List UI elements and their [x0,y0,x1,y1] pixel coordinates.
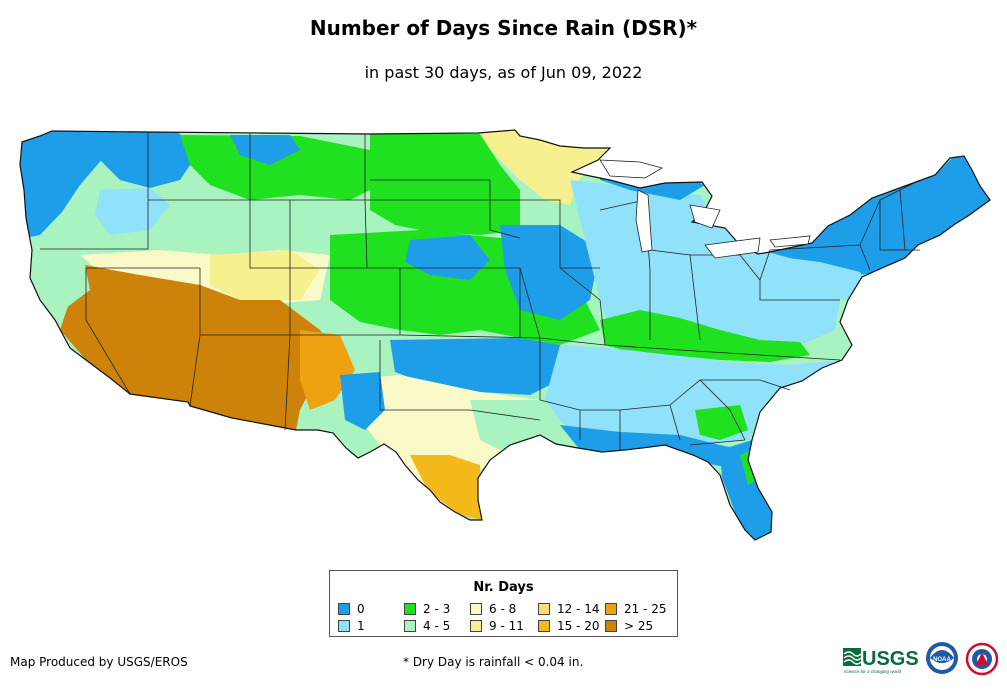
legend-item-5: 9 - 11 [470,619,524,633]
dsr-area-georgia-green [695,405,748,440]
dsr-fill-layer [20,130,990,540]
dsr-area-west-texas-blue [340,372,385,430]
nws-logo [965,642,999,676]
us-dsr-map [19,129,991,541]
legend-item-6: 12 - 14 [538,602,600,616]
dsr-area-california-coast [25,240,90,320]
great-lakes [599,159,811,259]
legend-label-4: 6 - 8 [489,602,517,616]
legend-swatch-8 [605,603,617,615]
state-borders [40,133,921,450]
legend-item-7: 15 - 20 [538,619,600,633]
legend-label-6: 12 - 14 [557,602,600,616]
legend-item-8: 21 - 25 [605,602,667,616]
legend-label-2: 2 - 3 [423,602,451,616]
noaa-logo: NOAA [926,642,958,674]
dsr-area-southeast-lightblue [545,345,840,445]
dsr-area-pnw-coast [20,130,115,240]
noaa-wordmark: NOAA [933,657,951,663]
legend-label-5: 9 - 11 [489,619,524,633]
legend-swatch-6 [538,603,550,615]
dsr-area-michigan-lightblue [640,190,712,240]
legend-label-3: 4 - 5 [423,619,451,633]
legend-label-1: 1 [357,619,365,633]
dsr-area-dakotas-green [370,134,520,235]
dsr-area-iowa-blue [500,225,600,320]
legend-swatch-2 [404,603,416,615]
usgs-logo: USGS science for a changing world [843,648,919,674]
dsr-area-oklahoma-blue [390,338,560,395]
dsr-area-nebraska-blue [405,235,490,280]
dry-day-footnote: * Dry Day is rainfall < 0.04 in. [403,655,584,669]
dsr-area-montana-green [180,135,380,200]
legend-swatch-3 [404,620,416,632]
legend-item-2: 2 - 3 [404,602,450,616]
usgs-wordmark: USGS [862,648,919,670]
legend-box: Nr. Days 0 1 2 - 3 4 - 5 6 - 8 9 - 11 12… [329,570,678,637]
legend-swatch-0 [338,603,350,615]
usgs-tagline: science for a changing world [844,669,902,674]
dsr-area-northeast-blue [760,150,990,275]
dsr-area-montana-blue [230,135,300,165]
legend-item-3: 4 - 5 [404,619,450,633]
legend-item-1: 1 [338,619,365,633]
legend-label-9: > 25 [624,619,654,633]
producer-credit: Map Produced by USGS/EROS [10,655,188,669]
legend-swatch-9 [605,620,617,632]
agency-logos: USGS science for a changing world NOAA [843,642,999,676]
dsr-area-southwest-brown [60,265,340,430]
legend-title: Nr. Days [473,580,534,595]
legend-item-0: 0 [338,602,365,616]
legend-swatch-4 [470,603,482,615]
dsr-area-pnw-inland [100,130,200,188]
dsr-area-pa-lightblue [765,255,870,300]
map-title: Number of Days Since Rain (DSR)* [309,16,698,40]
legend-label-0: 0 [357,602,365,616]
legend-swatch-7 [538,620,550,632]
legend-item-9: > 25 [605,619,653,633]
dsr-area-nm-orange [300,330,355,410]
legend-item-4: 6 - 8 [470,602,516,616]
dsr-area-utah-yellow [210,250,320,300]
legend-swatch-1 [338,620,350,632]
dsr-area-florida-blue [720,440,772,540]
legend-swatch-5 [470,620,482,632]
dsr-area-south-texas-orange [410,455,482,520]
map-subtitle: in past 30 days, as of Jun 09, 2022 [364,63,643,82]
legend-label-8: 21 - 25 [624,602,667,616]
dsr-area-ohio-green-band [600,310,810,362]
legend-label-7: 15 - 20 [557,619,600,633]
